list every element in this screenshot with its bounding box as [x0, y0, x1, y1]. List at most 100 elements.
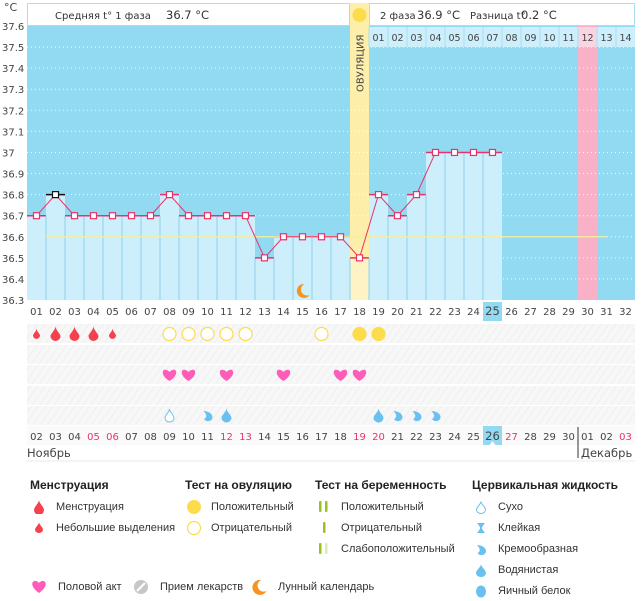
temperature-point: [146, 212, 155, 220]
next-cycle-day: 12: [581, 33, 593, 44]
temperature-bar: [217, 215, 236, 300]
next-cycle-day: 13: [600, 33, 612, 44]
calendar-date: 30: [562, 432, 575, 443]
calendar-date: 20: [372, 432, 385, 443]
next-cycle-cell: [616, 27, 635, 47]
diff-label: Разница t°: [470, 11, 526, 22]
ovulation-test-negative-icon: [162, 326, 177, 342]
legend-item-medication: Прием лекарств: [132, 579, 243, 595]
cycle-day-label: 32: [619, 307, 632, 318]
legend-label: Положительный: [341, 500, 424, 513]
calendar-date: 21: [391, 432, 404, 443]
pill-icon: [132, 579, 150, 595]
legend-item-intercourse: Половой акт: [30, 579, 122, 595]
legend-item: Яичный белок: [472, 580, 618, 601]
legend-label: Кремообразная: [498, 542, 579, 555]
ovulation-sun-icon: [352, 8, 367, 22]
temperature-bar: [331, 236, 350, 300]
cycle-day-label: 04: [87, 307, 100, 318]
temperature-point: [431, 148, 440, 157]
heart-icon: [219, 369, 234, 381]
legend-label: Клейкая: [498, 521, 541, 534]
legend-item: Небольшие выделения: [30, 517, 175, 538]
temperature-bar: [179, 215, 198, 300]
legend-item: Сухо: [472, 496, 618, 517]
temperature-bar: [122, 215, 141, 300]
icon-row: [27, 324, 635, 343]
bbt-chart: Средняя t° 1 фаза 36.7 °C 2 фаза 36.9 °C Раз…: [2, 1, 635, 462]
temperature-bar: [255, 257, 274, 300]
calendar-date: 07: [125, 432, 138, 443]
heart-icon: [162, 369, 177, 381]
temperature-point: [412, 191, 421, 199]
next-cycle-day: 09: [524, 33, 536, 44]
ovulation-test-negative-icon: [238, 326, 253, 342]
legend-label: Сухо: [498, 500, 523, 513]
next-cycle-cell: [597, 27, 616, 47]
creamy-icon: [412, 411, 422, 422]
cycle-day-label: 18: [353, 307, 366, 318]
cycle-day-label: 09: [182, 307, 195, 318]
calendar-date: 04: [68, 432, 81, 443]
icon-row: [27, 365, 635, 384]
ovulation-test-positive-icon: [352, 326, 367, 342]
y-tick-label: 37.5: [2, 43, 24, 54]
next-cycle-day: 14: [619, 33, 631, 44]
calendar-date: 23: [429, 432, 442, 443]
y-tick-label: 36.6: [2, 233, 24, 244]
cycle-day-label: 23: [448, 307, 461, 318]
calendar-date: 24: [448, 432, 461, 443]
temperature-point: [450, 148, 459, 157]
cycle-day-label: 14: [277, 307, 290, 318]
today-marker-icon: [489, 441, 496, 445]
temperature-bar: [236, 215, 255, 300]
y-tick-label: 37.3: [2, 85, 24, 96]
next-cycle-cell: [559, 27, 578, 47]
creamy-icon: [203, 411, 213, 422]
temperature-bar: [274, 236, 293, 300]
temperature-point: [32, 212, 41, 220]
next-cycle-cell: [502, 27, 521, 47]
temperature-bar: [426, 152, 445, 300]
calendar-date: 12: [220, 432, 233, 443]
creamy-icon: [431, 411, 441, 422]
temperature-point: [222, 212, 231, 220]
legend-label: Лунный календарь: [278, 581, 375, 593]
heart-icon: [333, 369, 348, 381]
watery-drop-icon: [472, 562, 490, 578]
next-cycle-cell: [578, 27, 597, 47]
calendar-date: 02: [600, 432, 613, 443]
temperature-bar: [293, 236, 312, 300]
blood-drop-icon: [50, 326, 61, 342]
temperature-bar: [312, 236, 331, 300]
ovulation-label: ОВУЛЯЦИЯ: [356, 35, 367, 93]
small-blood-drop-icon: [30, 520, 48, 536]
calendar-date: 11: [201, 432, 214, 443]
next-cycle-cell: [388, 27, 407, 47]
y-tick-label: 37.6: [2, 22, 24, 33]
legend-label: Яичный белок: [498, 584, 571, 597]
calendar-date: 28: [524, 432, 537, 443]
next-cycle-cell: [426, 27, 445, 47]
legend-label: Отрицательный: [341, 521, 422, 534]
temperature-bar: [350, 257, 369, 300]
ovulation-test-negative-icon: [181, 326, 196, 342]
phase2-header-box: [369, 3, 635, 26]
calendar-date: 08: [144, 432, 157, 443]
legend-title: Цервикальная жидкость: [472, 478, 619, 492]
creamy-icon: [393, 411, 403, 422]
legend-label: Прием лекарств: [160, 581, 244, 593]
temperature-bar: [464, 152, 483, 300]
cycle-day-label: 16: [315, 307, 328, 318]
phase1-value: 36.7 °C: [166, 8, 209, 22]
icon-row: [27, 345, 635, 364]
temperature-point: [469, 148, 478, 157]
y-axis-unit: °C: [4, 1, 18, 14]
cycle-day-label: 03: [68, 307, 81, 318]
legend-title: Менструация: [30, 478, 109, 492]
cycle-day-label: 05: [106, 307, 119, 318]
temperature-point: [241, 212, 250, 220]
temperature-point: [298, 233, 307, 241]
temperature-bar: [84, 215, 103, 300]
temperature-point: [89, 212, 98, 220]
